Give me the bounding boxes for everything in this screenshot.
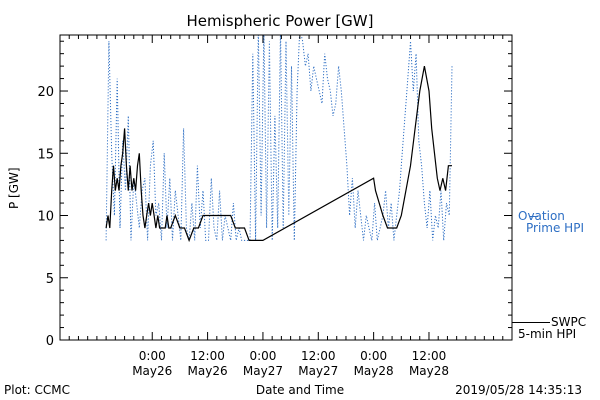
x-axis-label: Date and Time — [255, 383, 345, 397]
x-tick-label-time: 0:00 — [360, 349, 387, 363]
x-tick-label-time: 0:00 — [249, 349, 276, 363]
y-tick-label: 20 — [37, 85, 54, 100]
x-tick-label-date: May26 — [188, 364, 228, 378]
x-tick-label-date: May26 — [132, 364, 172, 378]
x-tick-label-date: May28 — [354, 364, 394, 378]
y-axis-label: P [GW] — [7, 167, 21, 209]
x-tick-label-time: 12:00 — [190, 349, 225, 363]
series-line-swpc-5-min-hpi — [105, 65, 452, 243]
legend-ovation-swatch — [530, 216, 538, 217]
y-tick-label: 10 — [37, 210, 54, 225]
x-tick-label-date: May27 — [243, 364, 283, 378]
chart-title: Hemispheric Power [GW] — [186, 12, 374, 30]
legend-swpc-label: SWPC — [551, 315, 587, 329]
y-tick-label: 15 — [37, 147, 54, 162]
legend-swpc-swatch — [512, 322, 550, 323]
x-tick-label-time: 12:00 — [412, 349, 447, 363]
x-tick-label-date: May28 — [409, 364, 449, 378]
series-layer — [105, 35, 453, 243]
y-tick-label: 5 — [46, 272, 54, 287]
plot-timestamp: 2019/05/28 14:35:13 — [455, 383, 582, 397]
plot-credit: Plot: CCMC — [4, 383, 70, 397]
legend-ovation-label: Ovation — [518, 209, 565, 223]
legend-swpc-label-line2: 5-min HPI — [518, 327, 577, 341]
y-tick-label: 0 — [46, 334, 54, 349]
x-tick-label-time: 12:00 — [301, 349, 336, 363]
legend-ovation-label-line2: Prime HPI — [526, 221, 584, 235]
x-tick-label-date: May27 — [298, 364, 338, 378]
series-line-ovation-prime-hpi — [105, 35, 453, 241]
plot-area-frame — [59, 34, 513, 341]
x-tick-label-time: 0:00 — [139, 349, 166, 363]
axis-layer: 051015200:00May2612:00May260:00May2712:0… — [37, 35, 513, 378]
